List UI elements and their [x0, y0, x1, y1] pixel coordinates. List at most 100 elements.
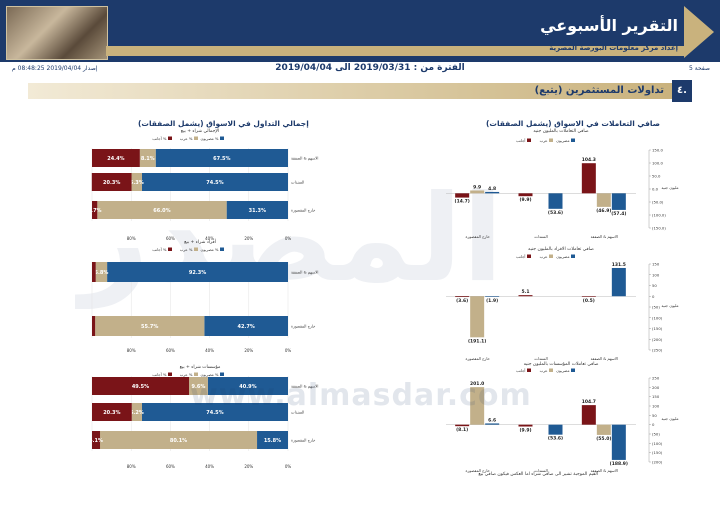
bar-label: (1.9) — [486, 298, 498, 304]
watermark-logo: المصدر — [80, 170, 504, 309]
bar — [518, 295, 533, 297]
bar-label: (188.9) — [610, 461, 628, 467]
x-tick-label: 0% — [285, 348, 292, 353]
bar-label: 20.3% — [103, 180, 120, 186]
y-tick-label: (150.0) — [652, 226, 666, 231]
category-label: الاسهم & الصفقة — [291, 384, 318, 389]
x-tick-label: 80% — [127, 464, 136, 469]
bar — [581, 296, 596, 297]
bar — [470, 190, 485, 194]
bar-label: 5.2% — [130, 410, 144, 416]
bar-label: 31.3% — [249, 208, 266, 214]
bar — [455, 296, 470, 298]
left-panel-title: إجمالي التداول في الاسواق (يشمل الصفقات) — [138, 119, 309, 128]
legend-label: مصريون % — [200, 372, 218, 377]
bar-segment — [100, 431, 258, 449]
bar-segment — [95, 262, 108, 282]
legend-label: عرب — [540, 138, 548, 143]
bar — [485, 296, 500, 297]
bar-segment — [189, 377, 208, 395]
bar — [485, 191, 500, 194]
right-panel-title: صافي التعاملات في الاسواق (يشمل الصفقات) — [486, 119, 660, 128]
section-title: تداولات المستثمرين (يتبع) — [534, 85, 664, 96]
y-tick-label: 50 — [652, 413, 657, 418]
bar — [470, 387, 485, 425]
bar — [470, 296, 485, 338]
bar-label: (191.1) — [468, 338, 486, 344]
legend-label: مصريون — [556, 368, 569, 373]
bar-label: 104.7 — [582, 399, 596, 405]
bar-label: (53.6) — [548, 436, 563, 442]
y-tick-label: (100) — [652, 315, 663, 320]
bar-label: 80.1% — [170, 438, 187, 444]
bar-segment — [92, 316, 96, 336]
bar — [581, 405, 596, 425]
bar-label: 55.7% — [141, 324, 158, 330]
bar-segment — [131, 403, 142, 421]
bar-label: (0.5) — [583, 298, 595, 304]
legend-label: أجانب % — [152, 247, 167, 252]
bar-label: (57.4) — [611, 211, 626, 217]
bar-label: (14.7) — [455, 199, 470, 205]
bar-label: 9.6% — [191, 384, 205, 390]
bar-label: 74.5% — [206, 410, 223, 416]
category-label: خارج المقصورة — [291, 208, 316, 213]
x-tick-label: 60% — [166, 236, 175, 241]
y-tick-label: (200) — [652, 460, 663, 465]
bar-segment — [92, 201, 98, 219]
legend-swatch — [168, 372, 172, 376]
bar-label: 104.3 — [582, 157, 596, 163]
page-number: صفحة 5 — [689, 65, 710, 72]
legend-swatch — [571, 254, 575, 258]
y-tick-label: 200 — [652, 385, 660, 390]
category-label: خارج المقصورة — [291, 324, 316, 329]
category-label: السندات — [291, 410, 304, 415]
section-bar — [28, 83, 672, 99]
legend-label: أجانب % — [152, 372, 167, 377]
legend-label: أجانب % — [152, 136, 167, 141]
bar-label: 5.1 — [522, 289, 530, 295]
x-tick-label: 40% — [205, 236, 214, 241]
category-label: الاسهم & الصفقة — [591, 468, 618, 473]
bar-segment — [141, 403, 288, 421]
bar-label: 4.1% — [89, 438, 103, 444]
bar-segment — [131, 173, 142, 191]
bar-label: (53.6) — [548, 210, 563, 216]
legend-swatch — [549, 254, 553, 258]
chart-title: مؤسسات شراء + بيع — [180, 364, 221, 370]
bar-label: (9.9) — [519, 197, 531, 203]
bar — [596, 424, 611, 435]
bar-label: (55.0) — [596, 436, 611, 442]
bar — [611, 193, 626, 210]
y-tick-label: 50.0 — [652, 174, 661, 179]
bar — [455, 424, 470, 427]
report-title: التقرير الأسبوعي — [540, 16, 678, 35]
bar-segment — [95, 316, 205, 336]
bar-segment — [92, 262, 96, 282]
bar — [455, 193, 470, 198]
legend-swatch — [527, 368, 531, 372]
x-tick-label: 60% — [166, 348, 175, 353]
bar-label: 4.8 — [488, 186, 496, 192]
bar-label: 74.5% — [206, 180, 223, 186]
bar-label: 131.5 — [612, 262, 626, 268]
category-label: السندات — [291, 180, 304, 185]
legend-swatch — [220, 372, 224, 376]
bar-label: 67.5% — [213, 156, 230, 162]
bar-segment — [92, 403, 132, 421]
bar-label: 5.3% — [130, 180, 144, 186]
y-tick-label: 100.0 — [652, 161, 663, 166]
x-tick-label: 0% — [285, 236, 292, 241]
category-label: خارج المقصورة — [465, 234, 490, 239]
y-axis-label: مليون جنيه — [661, 185, 678, 190]
bar-label: 2.7% — [88, 208, 102, 214]
y-tick-label: (200) — [652, 337, 663, 342]
bar-segment — [92, 149, 140, 167]
x-tick-label: 60% — [166, 464, 175, 469]
y-axis-label: مليون جنيه — [661, 416, 678, 421]
legend-label: عرب — [540, 368, 548, 373]
legend-swatch — [549, 368, 553, 372]
bar-label: 5.8% — [94, 270, 108, 276]
legend-swatch — [220, 247, 224, 251]
bar-label: (9.9) — [519, 428, 531, 434]
